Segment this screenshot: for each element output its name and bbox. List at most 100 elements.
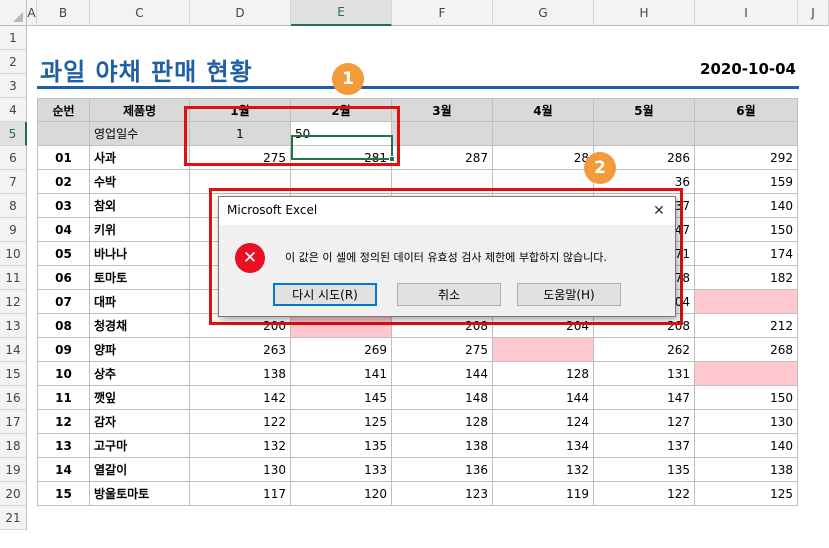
- product-name[interactable]: 수박: [90, 170, 190, 194]
- column-header-h[interactable]: H: [594, 0, 695, 26]
- row-header-14[interactable]: 14: [0, 338, 27, 362]
- row-header-7[interactable]: 7: [0, 170, 27, 194]
- select-all-corner[interactable]: [0, 0, 27, 26]
- sales-cell[interactable]: 127: [594, 410, 695, 434]
- sales-cell[interactable]: 145: [291, 386, 392, 410]
- sales-cell[interactable]: [695, 362, 798, 386]
- product-name[interactable]: 청경채: [90, 314, 190, 338]
- sales-cell[interactable]: 117: [190, 482, 291, 506]
- sales-cell[interactable]: 128: [493, 362, 594, 386]
- sales-cell[interactable]: [493, 338, 594, 362]
- product-name[interactable]: 열갈이: [90, 458, 190, 482]
- sales-cell[interactable]: 262: [594, 338, 695, 362]
- product-name[interactable]: 깻잎: [90, 386, 190, 410]
- header-cell-f[interactable]: 3월: [392, 98, 493, 122]
- row-header-11[interactable]: 11: [0, 266, 27, 290]
- sales-cell[interactable]: 141: [291, 362, 392, 386]
- row-number[interactable]: 12: [37, 410, 90, 434]
- sales-cell[interactable]: [190, 170, 291, 194]
- sales-cell[interactable]: [392, 170, 493, 194]
- row-number[interactable]: 14: [37, 458, 90, 482]
- sales-cell[interactable]: 268: [695, 338, 798, 362]
- cell-e5-value[interactable]: 50: [291, 122, 392, 146]
- header-cell-i[interactable]: 6월: [695, 98, 798, 122]
- sales-cell[interactable]: 275: [392, 338, 493, 362]
- sales-cell[interactable]: 131: [594, 362, 695, 386]
- workdays-label[interactable]: 영업일수: [90, 122, 190, 146]
- row-header-21[interactable]: 21: [0, 506, 27, 530]
- sales-cell[interactable]: 263: [190, 338, 291, 362]
- row-header-20[interactable]: 20: [0, 482, 27, 506]
- row-header-3[interactable]: 3: [0, 74, 27, 98]
- sales-cell[interactable]: 130: [190, 458, 291, 482]
- sales-cell[interactable]: 133: [291, 458, 392, 482]
- column-header-g[interactable]: G: [493, 0, 594, 26]
- sales-cell[interactable]: 138: [695, 458, 798, 482]
- product-name[interactable]: 감자: [90, 410, 190, 434]
- sales-cell[interactable]: [291, 314, 392, 338]
- header-cell-d[interactable]: 1월: [190, 98, 291, 122]
- row-number[interactable]: 03: [37, 194, 90, 218]
- column-header-a[interactable]: A: [27, 0, 37, 26]
- row-header-1[interactable]: 1: [0, 26, 27, 50]
- header-cell-g[interactable]: 4월: [493, 98, 594, 122]
- cell-i5[interactable]: [695, 122, 798, 146]
- row-header-2[interactable]: 2: [0, 50, 27, 74]
- sales-cell[interactable]: 275: [190, 146, 291, 170]
- sales-cell[interactable]: 182: [695, 266, 798, 290]
- sales-cell[interactable]: 159: [695, 170, 798, 194]
- row-header-15[interactable]: 15: [0, 362, 27, 386]
- sales-cell[interactable]: 124: [493, 410, 594, 434]
- row-header-12[interactable]: 12: [0, 290, 27, 314]
- help-button[interactable]: 도움말(H): [517, 283, 621, 306]
- sales-cell[interactable]: 144: [392, 362, 493, 386]
- cell-h5[interactable]: [594, 122, 695, 146]
- row-number[interactable]: 07: [37, 290, 90, 314]
- row-number[interactable]: 06: [37, 266, 90, 290]
- product-name[interactable]: 키위: [90, 218, 190, 242]
- sales-cell[interactable]: [291, 170, 392, 194]
- sales-cell[interactable]: 144: [493, 386, 594, 410]
- column-header-c[interactable]: C: [90, 0, 190, 26]
- row-number[interactable]: 11: [37, 386, 90, 410]
- row-number[interactable]: 09: [37, 338, 90, 362]
- close-icon[interactable]: ✕: [653, 203, 665, 219]
- sales-cell[interactable]: 132: [190, 434, 291, 458]
- sales-cell[interactable]: 212: [695, 314, 798, 338]
- fill-handle[interactable]: [389, 156, 395, 162]
- sales-cell[interactable]: 137: [594, 434, 695, 458]
- row-header-18[interactable]: 18: [0, 434, 27, 458]
- product-name[interactable]: 고구마: [90, 434, 190, 458]
- column-header-i[interactable]: I: [695, 0, 798, 26]
- sales-cell[interactable]: 286: [594, 146, 695, 170]
- sales-cell[interactable]: 150: [695, 218, 798, 242]
- sales-cell[interactable]: 140: [695, 434, 798, 458]
- row-header-9[interactable]: 9: [0, 218, 27, 242]
- cancel-button[interactable]: 취소: [397, 283, 501, 306]
- sales-cell[interactable]: 132: [493, 458, 594, 482]
- sales-cell[interactable]: 125: [291, 410, 392, 434]
- sales-cell[interactable]: 150: [695, 386, 798, 410]
- row-number[interactable]: 08: [37, 314, 90, 338]
- product-name[interactable]: 사과: [90, 146, 190, 170]
- sales-cell[interactable]: 134: [493, 434, 594, 458]
- row-header-17[interactable]: 17: [0, 410, 27, 434]
- sales-cell[interactable]: 269: [291, 338, 392, 362]
- header-cell-h[interactable]: 5월: [594, 98, 695, 122]
- cell-g5[interactable]: [493, 122, 594, 146]
- row-number[interactable]: 13: [37, 434, 90, 458]
- sales-cell[interactable]: 148: [392, 386, 493, 410]
- cell-d5[interactable]: 1: [190, 122, 291, 146]
- product-name[interactable]: 상추: [90, 362, 190, 386]
- row-number[interactable]: 04: [37, 218, 90, 242]
- header-cell-c[interactable]: 제품명: [90, 98, 190, 122]
- sales-cell[interactable]: 123: [392, 482, 493, 506]
- row-header-16[interactable]: 16: [0, 386, 27, 410]
- sales-cell[interactable]: 128: [392, 410, 493, 434]
- sales-cell[interactable]: 122: [190, 410, 291, 434]
- row-header-10[interactable]: 10: [0, 242, 27, 266]
- sales-cell[interactable]: [695, 290, 798, 314]
- sales-cell[interactable]: 119: [493, 482, 594, 506]
- sales-cell[interactable]: 122: [594, 482, 695, 506]
- row-header-19[interactable]: 19: [0, 458, 27, 482]
